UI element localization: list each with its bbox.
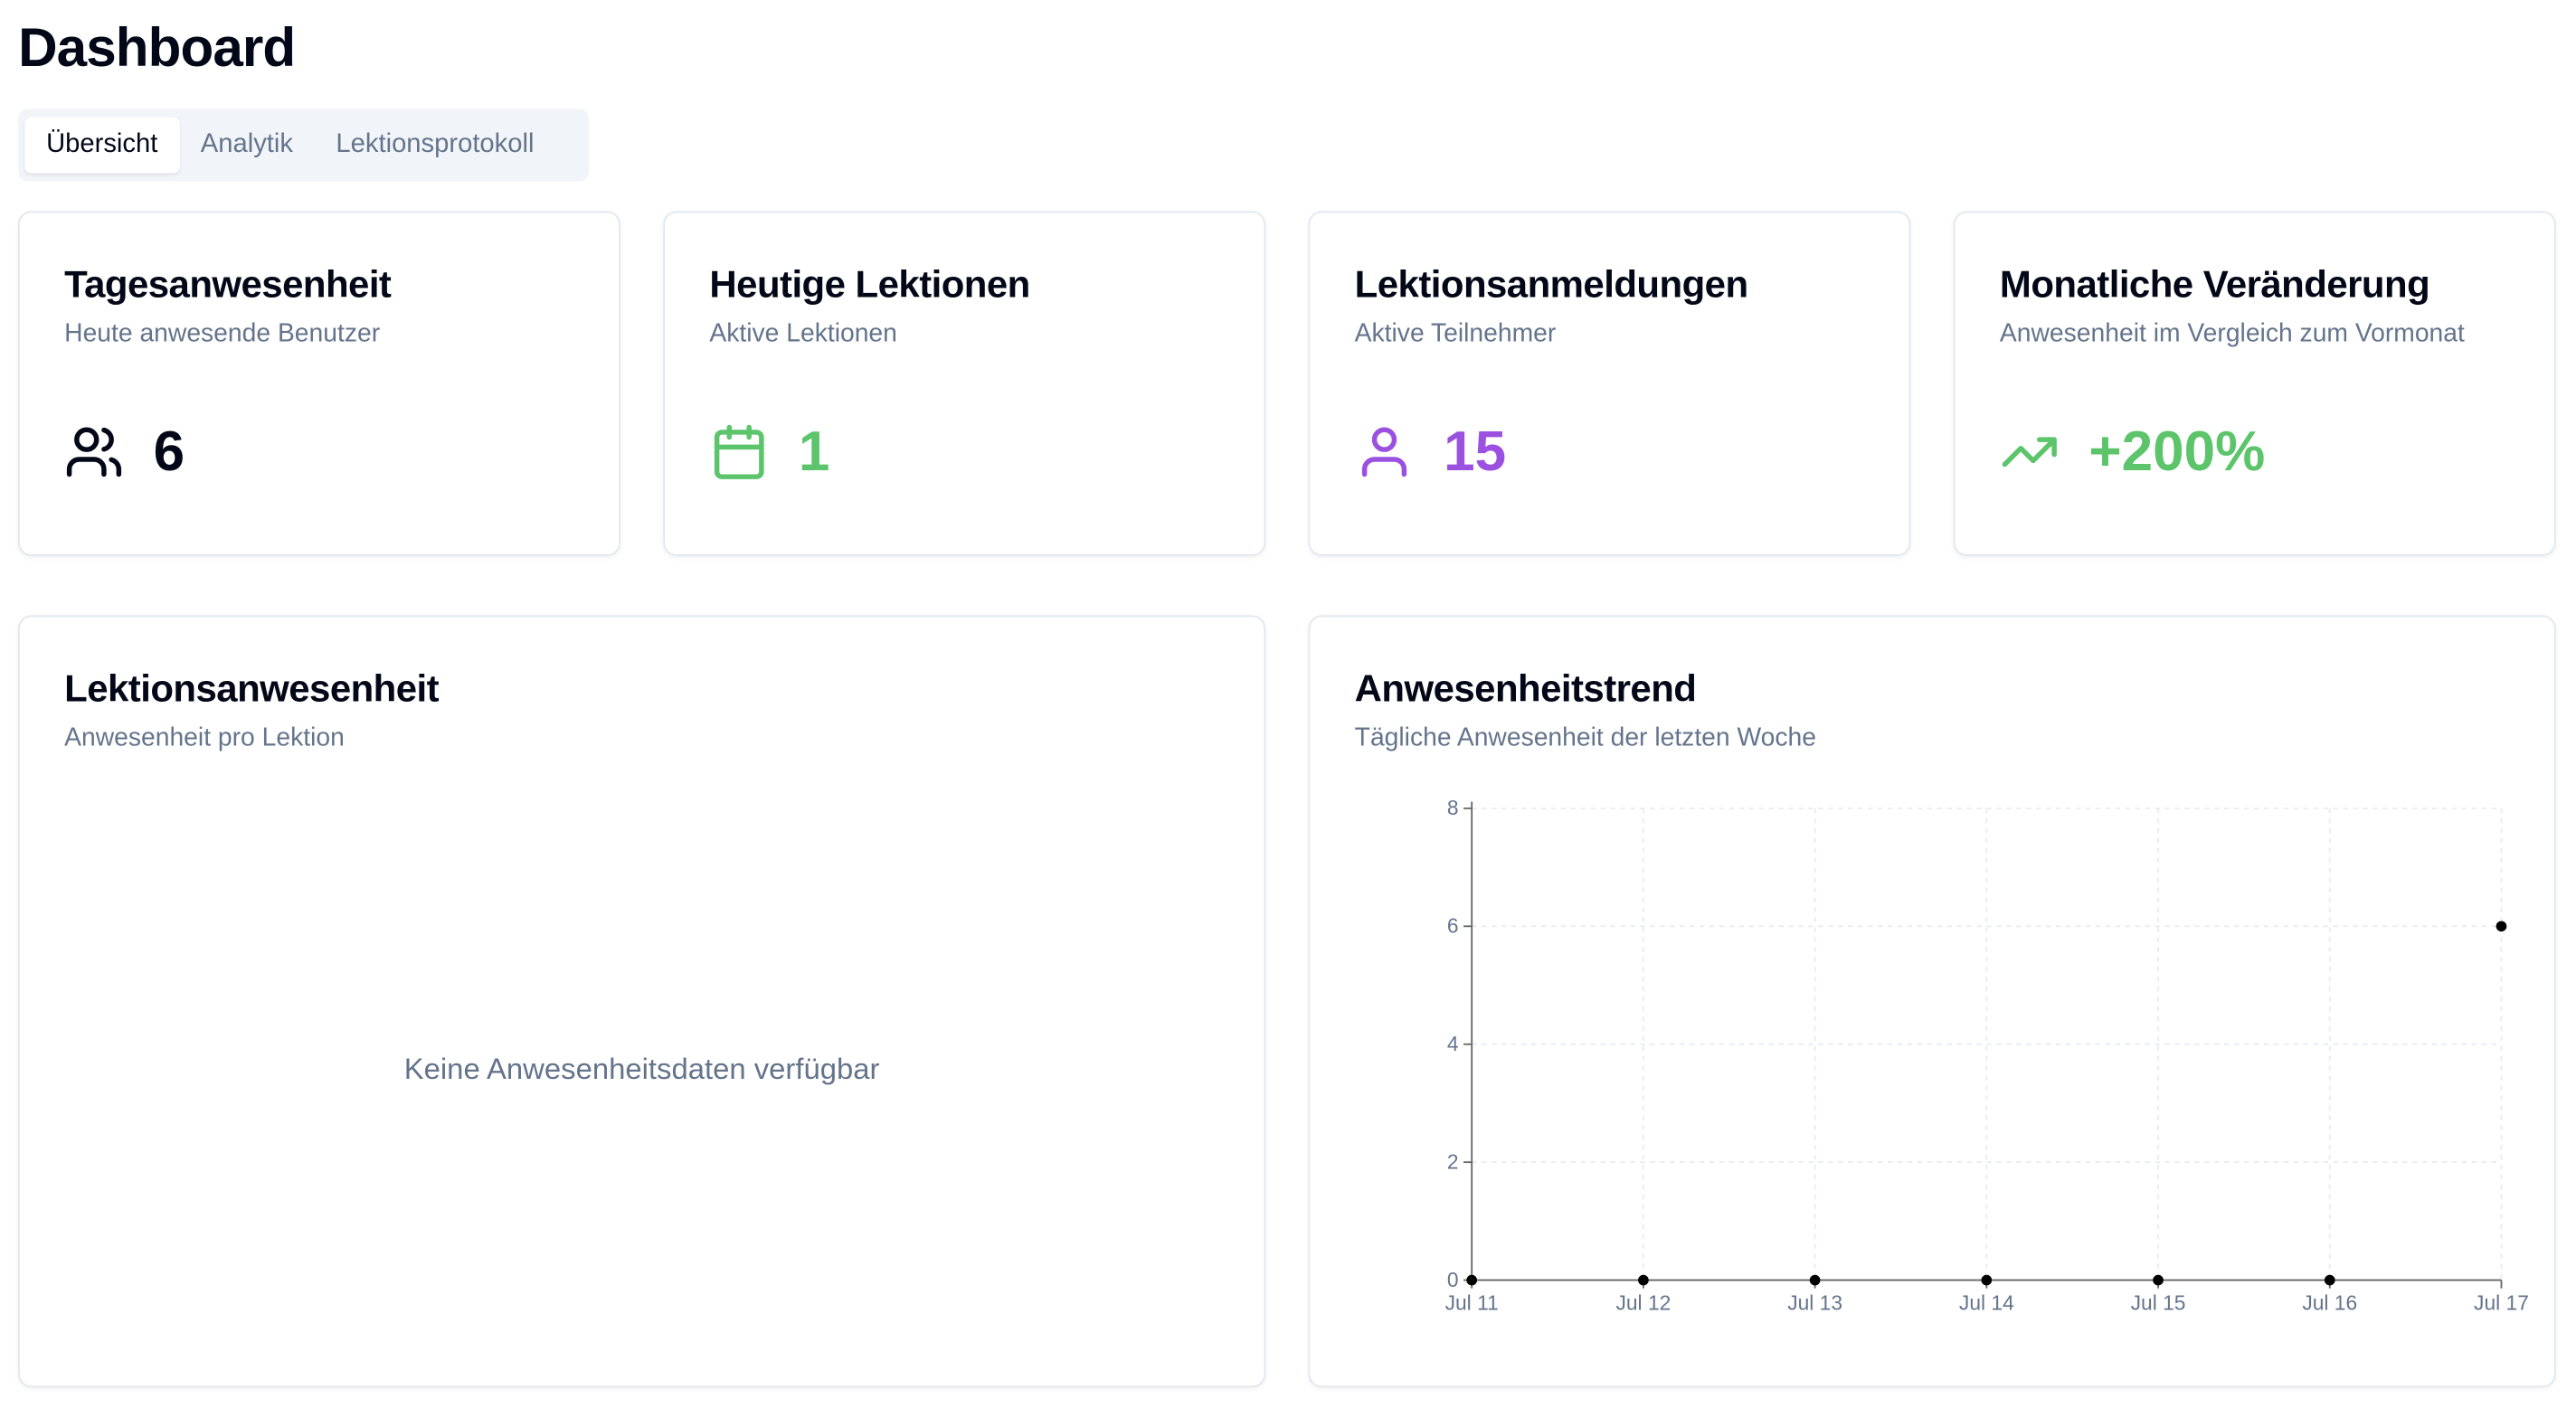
card-subtitle: Aktive Lektionen: [709, 319, 897, 348]
stat-card-todays-lessons: Heutige Lektionen Aktive Lektionen 1: [663, 211, 1266, 556]
x-tick-label: Jul 17: [2474, 1290, 2529, 1314]
x-tick-label: Jul 15: [2131, 1290, 2186, 1314]
stat-value: 6: [153, 421, 185, 484]
card-title: Heutige Lektionen: [709, 262, 1030, 306]
empty-state-message: Keine Anwesenheitsdaten verfügbar: [403, 1052, 880, 1086]
lesson-attendance-card: Lektionsanwesenheit Anwesenheit pro Lekt…: [18, 615, 1266, 1388]
attendance-trend-card: Anwesenheitstrend Tägliche Anwesenheit d…: [1308, 615, 2557, 1389]
line-chart: 0 2 4 6 8 Jul 11 Jul 12 Jul 13 Jul 14 Jul 15 Jul 1…: [1310, 617, 2557, 1389]
tab-lesson-log[interactable]: Lektionsprotokoll: [336, 130, 535, 159]
user-icon: [1361, 427, 1407, 477]
stat-value: +200%: [2088, 421, 2266, 484]
card-title: Lektionsanwesenheit: [64, 666, 440, 710]
card-subtitle: Heute anwesende Benutzer: [64, 319, 381, 348]
x-tick-label: Jul 13: [1787, 1290, 1842, 1314]
card-title: Tagesanwesenheit: [64, 262, 392, 306]
tab-analytics[interactable]: Analytik: [200, 130, 293, 159]
tab-list: Übersicht Analytik Lektionsprotokoll: [18, 109, 590, 182]
card-title: Lektionsanmeldungen: [1354, 262, 1748, 306]
data-point: [1809, 1274, 1821, 1286]
data-point: [1466, 1274, 1478, 1286]
calendar-icon: [714, 424, 764, 479]
y-tick-label: 8: [1447, 796, 1459, 819]
trending-up-icon: [2002, 437, 2057, 468]
y-tick-label: 0: [1447, 1268, 1459, 1291]
x-tick-label: Jul 16: [2302, 1290, 2357, 1314]
stat-card-monthly-change: Monatliche Veränderung Anwesenheit im Ve…: [1953, 211, 2556, 556]
card-title: Anwesenheitstrend: [1354, 666, 1697, 710]
y-tick-label: 4: [1447, 1032, 1459, 1055]
data-point: [2324, 1274, 2335, 1286]
data-point: [1981, 1274, 1993, 1286]
x-tick-label: Jul 14: [1959, 1290, 2014, 1314]
stat-value: 1: [798, 421, 830, 484]
data-point: [2496, 921, 2507, 932]
chart-svg: 0 2 4 6 8 Jul 11 Jul 12 Jul 13 Jul 14 Jul 15 Jul 1…: [1445, 796, 2529, 1314]
y-tick-label: 2: [1447, 1149, 1459, 1173]
card-title: Monatliche Veränderung: [1999, 262, 2430, 306]
stat-card-lesson-registrations: Lektionsanmeldungen Aktive Teilnehmer 15: [1308, 211, 1911, 556]
users-icon: [66, 427, 122, 477]
stat-value: 15: [1444, 421, 1507, 484]
tab-overview[interactable]: Übersicht: [24, 117, 180, 174]
card-subtitle: Anwesenheit pro Lektion: [64, 723, 345, 752]
data-point: [1638, 1274, 1649, 1286]
y-tick-label: 6: [1447, 914, 1459, 938]
data-point: [2153, 1274, 2164, 1286]
card-subtitle: Anwesenheit im Vergleich zum Vormonat: [1999, 319, 2465, 348]
page-title: Dashboard: [18, 16, 296, 78]
card-subtitle: Tägliche Anwesenheit der letzten Woche: [1354, 723, 1816, 752]
stat-card-daily-attendance: Tagesanwesenheit Heute anwesende Benutze…: [18, 211, 620, 556]
x-tick-label: Jul 11: [1445, 1290, 1499, 1314]
x-tick-label: Jul 12: [1615, 1290, 1671, 1314]
card-subtitle: Aktive Teilnehmer: [1354, 319, 1557, 348]
